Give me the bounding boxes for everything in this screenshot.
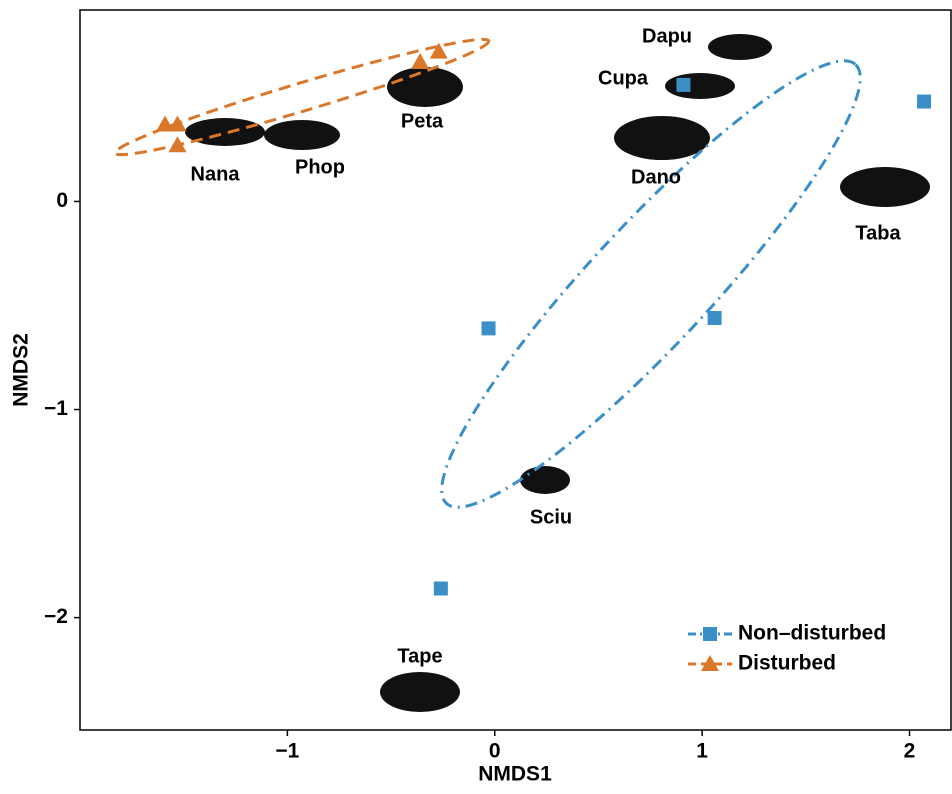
x-tick-label: 0 xyxy=(489,740,501,763)
species-label: Taba xyxy=(855,222,901,244)
species-label: Cupa xyxy=(598,67,649,89)
point xyxy=(168,115,186,131)
legend-label: Disturbed xyxy=(738,652,836,675)
point xyxy=(708,311,722,325)
species-label: Sciu xyxy=(530,506,572,528)
y-tick-label: 0 xyxy=(56,189,68,212)
confidence-ellipse xyxy=(403,24,900,545)
silhouette xyxy=(520,466,570,494)
species-label: Dapu xyxy=(642,25,692,47)
silhouette xyxy=(614,116,710,160)
x-tick-label: 2 xyxy=(904,740,916,763)
chart: NMDS1 NMDS2 −1 0 1 2 0 −1 −2 Dapu Cupa Nana Phop Pe… xyxy=(0,0,952,789)
x-axis-title: NMDS1 xyxy=(478,763,552,786)
species-label: Phop xyxy=(295,156,345,178)
legend-label: Non–disturbed xyxy=(738,622,886,645)
legend-marker xyxy=(703,627,717,641)
species-label: Dano xyxy=(631,166,681,188)
species-label: Peta xyxy=(401,110,444,132)
y-tick-label: −2 xyxy=(44,605,68,628)
silhouette xyxy=(708,34,772,60)
species-label: Tape xyxy=(397,645,442,667)
silhouette xyxy=(387,67,463,107)
point xyxy=(411,53,429,69)
y-tick-label: −1 xyxy=(44,397,68,420)
point xyxy=(434,581,448,595)
silhouettes xyxy=(185,34,930,712)
species-label: Nana xyxy=(191,163,241,185)
point xyxy=(482,321,496,335)
silhouette xyxy=(264,120,340,150)
silhouette xyxy=(380,672,460,712)
x-tick-label: −1 xyxy=(275,740,299,763)
x-tick-label: 1 xyxy=(696,740,708,763)
y-axis-title: NMDS2 xyxy=(10,333,33,407)
silhouette xyxy=(840,167,930,207)
point xyxy=(917,95,931,109)
silhouette xyxy=(665,73,735,99)
point xyxy=(676,78,690,92)
